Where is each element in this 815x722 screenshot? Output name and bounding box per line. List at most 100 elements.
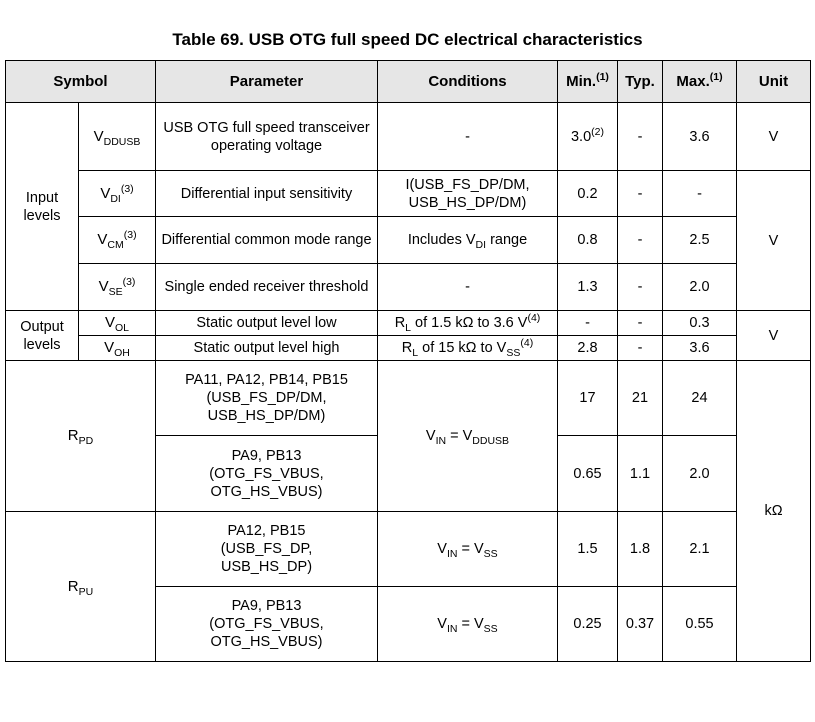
symbol-main: V: [97, 231, 108, 248]
max-vdi: -: [662, 170, 737, 217]
header-symbol: Symbol: [5, 60, 156, 103]
electrical-characteristics-table: Symbol Parameter Conditions Min.(1) Typ.…: [5, 60, 811, 662]
parameter-line: (USB_FS_DP/DM,: [206, 390, 327, 406]
header-max: Max.(1): [662, 60, 737, 103]
conditions-subscript: L: [412, 347, 419, 359]
min-vcm: 0.8: [557, 216, 618, 264]
typ-vol: -: [617, 310, 663, 336]
symbol-main: V: [104, 339, 115, 356]
conditions-vol: RL of 1.5 kΩ to 3.6 V(4): [377, 310, 558, 336]
max-vol: 0.3: [662, 310, 737, 336]
parameter-line: PA12, PB15: [227, 523, 306, 539]
symbol-main: V: [93, 127, 104, 145]
parameter-vddusb: USB OTG full speed transceiver operating…: [155, 102, 378, 171]
min-rpu-dp: 1.5: [557, 511, 618, 587]
header-unit: Unit: [736, 60, 811, 103]
parameter-line: (USB_FS_DP,: [220, 541, 313, 557]
conditions-subscript: DI: [475, 239, 487, 251]
parameter-line: PA9, PB13: [231, 598, 302, 614]
symbol-vdi: VDI(3): [78, 170, 156, 217]
conditions-text: of 1.5 kΩ to 3.6 V: [411, 315, 528, 331]
parameter-rpd-dpdm: PA11, PA12, PB14, PB15 (USB_FS_DP/DM, USB_…: [155, 360, 378, 436]
table-row: RPD PA11, PA12, PB14, PB15 (USB_FS_DP/DM,…: [5, 360, 811, 662]
min-value: 3.0: [570, 128, 592, 145]
group-input-levels: Input levels: [5, 102, 79, 311]
conditions-text: V: [437, 541, 447, 557]
parameter-line: USB_HS_DP/DM): [207, 408, 326, 424]
conditions-line: USB_HS_DP/DM): [408, 194, 527, 211]
symbol-subscript: DI: [110, 192, 121, 205]
conditions-text: R: [401, 340, 413, 356]
parameter-rpu-vbus: PA9, PB13 (OTG_FS_VBUS, OTG_HS_VBUS): [155, 586, 378, 662]
typ-rpu-vbus: 0.37: [617, 586, 663, 662]
symbol-rpu: RPU: [5, 511, 156, 662]
symbol-main: R: [67, 427, 79, 444]
symbol-rpd: RPD: [5, 360, 156, 512]
parameter-voh: Static output level high: [155, 335, 378, 361]
min-rpd-dpdm: 17: [557, 360, 618, 436]
conditions-text: R: [394, 315, 406, 331]
conditions-text: range: [486, 232, 528, 248]
symbol-footnote: (3): [123, 229, 137, 241]
max-rpu-vbus: 0.55: [662, 586, 737, 662]
table-caption: Table 69. USB OTG full speed DC electric…: [172, 30, 643, 49]
conditions-subscript: DDUSB: [472, 435, 510, 447]
max-vddusb: 3.6: [662, 102, 737, 171]
symbol-main: V: [104, 314, 115, 331]
group-output-levels: Output levels: [5, 310, 79, 361]
header-min-label: Min.: [566, 72, 597, 90]
conditions-text: V: [437, 616, 447, 632]
max-vse: 2.0: [662, 263, 737, 311]
symbol-footnote: (3): [120, 182, 134, 195]
typ-vse: -: [617, 263, 663, 311]
parameter-line: (OTG_FS_VBUS,: [209, 465, 324, 482]
parameter-line: OTG_HS_VBUS): [210, 634, 323, 650]
header-min: Min.(1): [557, 60, 618, 103]
typ-vddusb: -: [617, 102, 663, 171]
conditions-subscript: L: [405, 322, 412, 334]
min-rpd-vbus: 0.65: [557, 435, 618, 512]
max-rpd-vbus: 2.0: [662, 435, 737, 512]
conditions-vse: -: [377, 263, 558, 311]
unit-vddusb: V: [736, 102, 811, 171]
parameter-line: PA9, PB13: [231, 447, 302, 464]
conditions-rpu-vbus: VIN = VSS: [377, 586, 558, 662]
conditions-line: I(USB_FS_DP/DM,: [405, 176, 530, 193]
header-max-label: Max.: [676, 72, 710, 90]
table-row: Input levels VDDUSB USB OTG full speed t…: [5, 102, 811, 311]
unit-output-levels: V: [736, 310, 811, 361]
symbol-footnote: (3): [122, 276, 136, 288]
symbol-subscript: PU: [78, 585, 94, 598]
parameter-line: USB_HS_DP): [220, 559, 313, 575]
symbol-subscript: DDUSB: [103, 135, 141, 148]
max-vcm: 2.5: [662, 216, 737, 264]
conditions-rpu-dp: VIN = VSS: [377, 511, 558, 587]
conditions-voh: RL of 15 kΩ to VSS(4): [377, 335, 558, 361]
min-vse: 1.3: [557, 263, 618, 311]
min-voh: 2.8: [557, 335, 618, 361]
conditions-text: = V: [457, 541, 484, 557]
symbol-voh: VOH: [78, 335, 156, 361]
symbol-subscript: CM: [107, 239, 124, 251]
parameter-rpu-dp: PA12, PB15 (USB_FS_DP, USB_HS_DP): [155, 511, 378, 587]
typ-vdi: -: [617, 170, 663, 217]
parameter-vol: Static output level low: [155, 310, 378, 336]
symbol-subscript: OH: [114, 347, 130, 359]
header-parameter: Parameter: [155, 60, 378, 103]
conditions-footnote: (4): [527, 312, 541, 324]
conditions-subscript: IN: [435, 435, 447, 447]
parameter-vse: Single ended receiver threshold: [155, 263, 378, 311]
min-vdi: 0.2: [557, 170, 618, 217]
symbol-vcm: VCM(3): [78, 216, 156, 264]
typ-rpd-dpdm: 21: [617, 360, 663, 436]
header-typ: Typ.: [617, 60, 663, 103]
conditions-text: = V: [457, 616, 484, 632]
min-vol: -: [557, 310, 618, 336]
conditions-subscript: SS: [483, 548, 498, 560]
table-row: RPU PA12, PB15 (USB_FS_DP, USB_HS_DP) VIN …: [5, 511, 811, 662]
symbol-vol: VOL: [78, 310, 156, 336]
conditions-subscript: IN: [446, 548, 458, 560]
conditions-vcm: Includes VDI range: [377, 216, 558, 264]
typ-voh: -: [617, 335, 663, 361]
symbol-main: V: [98, 278, 109, 295]
